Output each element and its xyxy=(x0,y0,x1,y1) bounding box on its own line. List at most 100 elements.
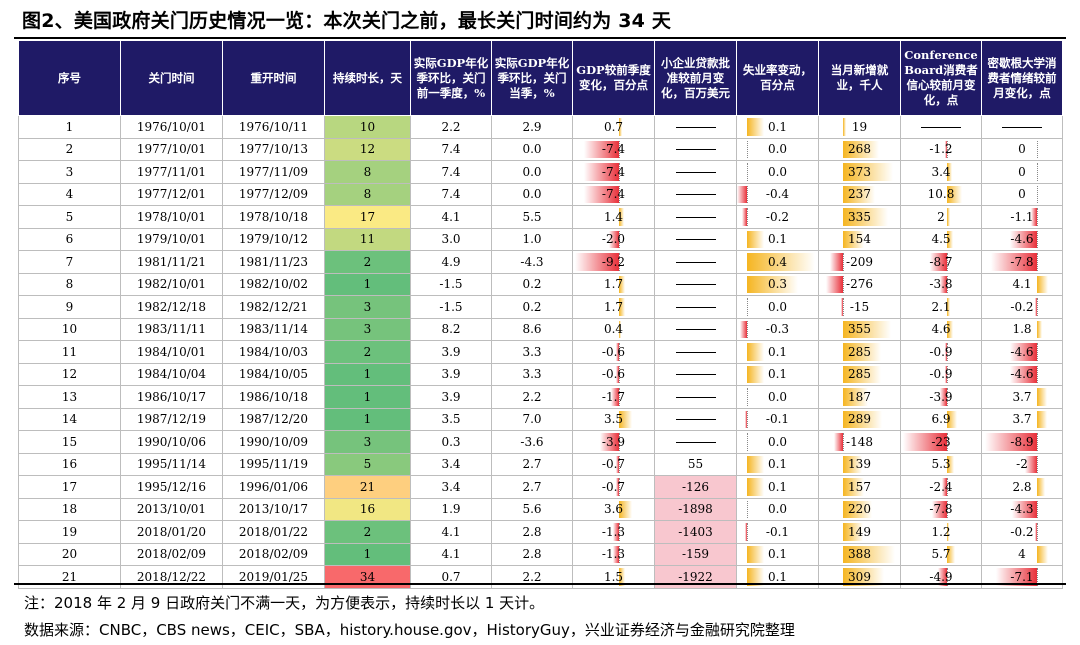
positive-bar xyxy=(843,455,862,473)
bar-value: 285 xyxy=(848,367,871,382)
reopen-date: 2018/01/22 xyxy=(222,520,325,544)
reopen-date: 1981/11/23 xyxy=(222,250,325,274)
bar-value: -0.7 xyxy=(601,457,626,472)
cb-confidence-change: 4.5 xyxy=(900,227,982,251)
bottom-rule xyxy=(14,583,1066,585)
close-date: 2018/02/09 xyxy=(120,542,223,566)
gdp-current-quarter: 0.2 xyxy=(491,295,573,319)
gdp-change: -2.0 xyxy=(572,227,655,251)
row-number: 21 xyxy=(18,565,121,589)
positive-bar xyxy=(747,545,764,563)
row-number: 17 xyxy=(18,475,121,499)
bar-value: 0 xyxy=(1018,187,1026,202)
positive-bar xyxy=(1037,478,1045,496)
gdp-current-quarter: -3.6 xyxy=(491,430,573,454)
michigan-sentiment-change: 1.8 xyxy=(981,317,1063,341)
row-number: 12 xyxy=(18,362,121,386)
negative-bar xyxy=(575,253,619,271)
row-number: 6 xyxy=(18,227,121,251)
bar-value: 157 xyxy=(848,479,871,494)
unemployment-change: 0.1 xyxy=(736,475,819,499)
bar-value: -209 xyxy=(846,254,873,269)
gdp-prev-quarter: 3.0 xyxy=(410,227,492,251)
zero-line xyxy=(1037,208,1038,226)
zero-line xyxy=(1037,433,1038,451)
bar-value: 3.4 xyxy=(931,164,951,179)
positive-bar xyxy=(747,253,815,271)
duration-days: 12 xyxy=(324,137,411,161)
row-number: 2 xyxy=(18,137,121,161)
row-number: 5 xyxy=(18,205,121,229)
zero-line xyxy=(747,208,748,226)
bar-value: -7.4 xyxy=(601,142,626,157)
cb-confidence-change: -4.9 xyxy=(900,565,982,589)
gdp-prev-quarter: 7.4 xyxy=(410,160,492,184)
zero-line xyxy=(747,523,748,541)
michigan-sentiment-change: -0.2 xyxy=(981,295,1063,319)
bar-value: -0.4 xyxy=(765,187,790,202)
bar-value: 0.7 xyxy=(603,119,624,134)
unemployment-change: -0.4 xyxy=(736,182,819,206)
negative-bar xyxy=(1010,365,1037,383)
positive-bar xyxy=(747,275,798,293)
gdp-prev-quarter: 1.9 xyxy=(410,497,492,521)
cb-confidence-change: -0.9 xyxy=(900,340,982,364)
cb-confidence-change: 3.4 xyxy=(900,160,982,184)
positive-bar xyxy=(1037,545,1048,563)
reopen-date: 1983/11/14 xyxy=(222,317,325,341)
zero-line xyxy=(947,388,948,406)
bar-value: 388 xyxy=(848,547,871,562)
zero-line xyxy=(747,433,748,451)
unemployment-change: 0.1 xyxy=(736,542,819,566)
positive-bar xyxy=(947,163,952,181)
negative-bar xyxy=(583,140,619,158)
new-jobs: 285 xyxy=(818,362,901,386)
row-number: 9 xyxy=(18,295,121,319)
bar-value: 0.1 xyxy=(767,479,788,494)
bar-value: 4.6 xyxy=(931,322,951,337)
empty-dash xyxy=(675,216,716,218)
michigan-sentiment-change: -4.6 xyxy=(981,362,1063,386)
reopen-date: 2018/02/09 xyxy=(222,542,325,566)
gdp-current-quarter: 1.0 xyxy=(491,227,573,251)
table-body: 1 1976/10/01 1976/10/11 10 2.2 2.9 0.7 0.1 19 2 19… xyxy=(18,115,1063,589)
negative-bar xyxy=(939,388,947,406)
figure-title: 图2、美国政府关门历史情况一览：本次关门之前，最长关门时间约为 34 天 xyxy=(22,10,672,32)
positive-bar xyxy=(619,275,626,293)
row-number: 11 xyxy=(18,340,121,364)
zero-line xyxy=(619,433,620,451)
positive-bar xyxy=(947,298,950,316)
cb-confidence-change: -8.7 xyxy=(900,250,982,274)
new-jobs: 285 xyxy=(818,340,901,364)
bar-value: -1.3 xyxy=(601,524,626,539)
table-row: 7 1981/11/21 1981/11/23 2 4.9 -4.3 -9.2 0.4 -209… xyxy=(18,250,1063,274)
empty-dash xyxy=(675,126,716,128)
table-row: 13 1986/10/17 1986/10/18 1 3.9 2.2 -1.7 0.0 187 -… xyxy=(18,385,1063,409)
gdp-change: -0.7 xyxy=(572,475,655,499)
michigan-sentiment-change: 4.1 xyxy=(981,272,1063,296)
header-cell: 当月新增就业，千人 xyxy=(818,40,901,116)
negative-bar xyxy=(942,478,947,496)
negative-bar xyxy=(744,410,747,428)
gdp-prev-quarter: 3.5 xyxy=(410,407,492,431)
bar-value: 6.9 xyxy=(931,412,951,427)
michigan-sentiment-change: -1.1 xyxy=(981,205,1063,229)
bar-value: 0.4 xyxy=(767,254,788,269)
bar-value: -0.2 xyxy=(1010,524,1034,539)
negative-bar xyxy=(615,455,619,473)
cb-confidence-change: 5.3 xyxy=(900,452,982,476)
positive-bar xyxy=(619,410,632,428)
zero-line xyxy=(843,253,844,271)
row-number: 20 xyxy=(18,542,121,566)
table-row: 9 1982/12/18 1982/12/21 3 -1.5 0.2 1.7 0.0 -15 2.… xyxy=(18,295,1063,319)
sba-loan-change xyxy=(654,137,737,161)
bar-value: -0.6 xyxy=(601,344,626,359)
unemployment-change: 0.1 xyxy=(736,452,819,476)
zero-line xyxy=(619,388,620,406)
gdp-current-quarter: 0.0 xyxy=(491,160,573,184)
new-jobs: 289 xyxy=(818,407,901,431)
bar-value: -0.6 xyxy=(601,367,626,382)
zero-line xyxy=(619,343,620,361)
close-date: 1990/10/06 xyxy=(120,430,223,454)
michigan-sentiment-change: 0 xyxy=(981,160,1063,184)
